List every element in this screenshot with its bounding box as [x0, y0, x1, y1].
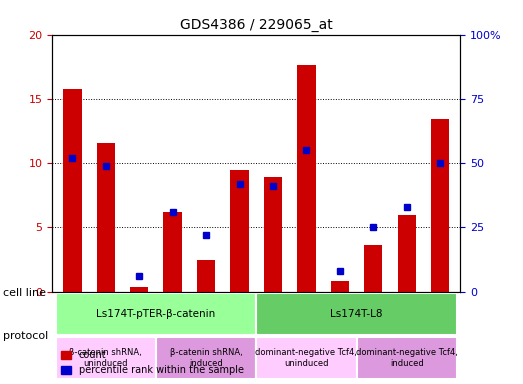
FancyBboxPatch shape [55, 293, 256, 335]
FancyBboxPatch shape [256, 337, 357, 379]
Bar [397, 215, 416, 292]
Title: GDS4386 / 229065_at: GDS4386 / 229065_at [180, 18, 333, 32]
Text: β-catenin shRNA,
uninduced: β-catenin shRNA, uninduced [70, 348, 142, 368]
Text: Ls174T-pTER-β-catenin: Ls174T-pTER-β-catenin [96, 309, 215, 319]
Bar [431, 119, 449, 292]
Bar [264, 177, 282, 292]
Text: β-catenin shRNA,
induced: β-catenin shRNA, induced [170, 348, 243, 368]
Bar [97, 142, 115, 292]
Bar [230, 170, 249, 292]
FancyBboxPatch shape [256, 293, 457, 335]
Text: Ls174T-L8: Ls174T-L8 [331, 309, 383, 319]
Bar [164, 212, 182, 292]
FancyBboxPatch shape [357, 337, 457, 379]
Text: dominant-negative Tcf4,
uninduced: dominant-negative Tcf4, uninduced [256, 348, 357, 368]
Legend: count, percentile rank within the sample: count, percentile rank within the sample [57, 346, 247, 379]
Bar [364, 245, 382, 292]
Text: cell line: cell line [3, 288, 46, 298]
Text: dominant-negative Tcf4,
induced: dominant-negative Tcf4, induced [356, 348, 458, 368]
Bar [63, 89, 82, 292]
Bar [130, 286, 149, 292]
Text: protocol: protocol [3, 331, 48, 341]
Bar [297, 65, 315, 292]
FancyBboxPatch shape [156, 337, 256, 379]
FancyBboxPatch shape [55, 337, 156, 379]
Bar [331, 281, 349, 292]
Bar [197, 260, 215, 292]
